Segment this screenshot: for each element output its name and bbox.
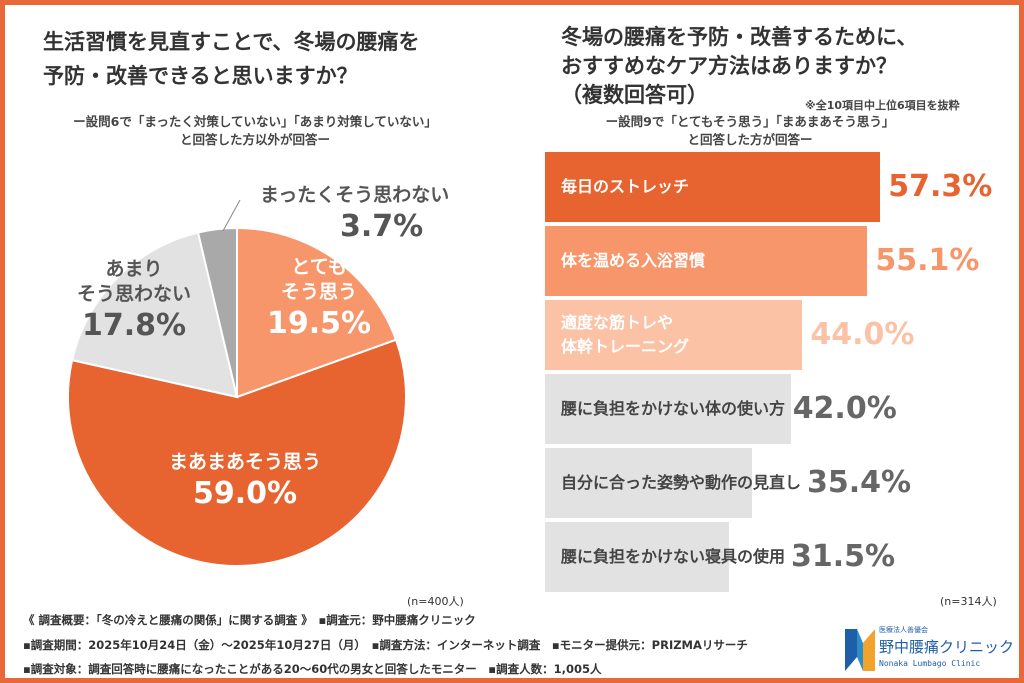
logo-en: Nonaka Lumbago Clinic (879, 659, 981, 668)
bar (545, 152, 881, 222)
logo-name: 野中腰痛クリニック (879, 638, 1015, 656)
right-title-line: おすすめなケア方法はありますか？ (561, 54, 897, 78)
right-note: ※全10項目中上位6項目を抜粋 (805, 99, 960, 112)
right-title: 冬場の腰痛を予防・改善するために、 おすすめなケア方法はありますか？ （複数回答… (561, 23, 917, 110)
left-title-line: 生活習慣を見直すことで、冬場の腰痛を (43, 30, 420, 54)
left-subtitle: ー設問6で「まったく対策していない」「あまり対策していない」 と回答した方以外が… (35, 113, 475, 149)
left-title: 生活習慣を見直すことで、冬場の腰痛を 予防・改善できると思いますか？ (43, 25, 420, 93)
bar-value-label: 35.4% (807, 465, 912, 500)
pie-value-label: 3.7% (340, 209, 424, 244)
pie-label-line: とても (291, 256, 347, 278)
left-sample-size: (n=400人) (407, 595, 464, 608)
logo-small-text: 医療法人善優会 (879, 626, 928, 634)
bar-label-line: 腰に負担をかけない寝具の使用 (561, 547, 786, 566)
bar (545, 374, 791, 444)
right-subtitle-line: と回答した方が回答ー (687, 132, 813, 147)
pie-slice (67, 338, 407, 567)
pie-label-line: あまり (105, 258, 163, 280)
pie-value-label: 17.8% (81, 308, 187, 343)
infographic: 生活習慣を見直すことで、冬場の腰痛を 予防・改善できると思いますか？ ー設問6で… (5, 5, 1019, 678)
right-sample-size: (n=314人) (940, 595, 997, 608)
pie-label-line: そう思う (281, 281, 358, 303)
bar-label-line: 腰に負担をかけない体の使い方 (561, 399, 786, 418)
left-title-line: 予防・改善できると思いますか？ (43, 64, 358, 88)
pie-chart (67, 199, 407, 567)
right-title-line: （複数回答可） (561, 83, 708, 107)
leader-line (222, 199, 241, 232)
pie-slice-label: あまりそう思わない 17.8% (77, 257, 191, 345)
left-subtitle-line: ー設問6で「まったく対策していない」「あまり対策していない」 (73, 114, 437, 129)
pie-slice-label: まったくそう思わない 3.7% (260, 183, 449, 246)
bar (545, 522, 730, 592)
footer-line: ▪調査期間：2025年10月24日（金）～2025年10月27日（月） ▪調査方… (23, 638, 748, 652)
left-subtitle-line: と回答した方以外が回答ー (179, 132, 330, 147)
bar-label: 腰に負担をかけない寝具の使用 (561, 545, 785, 569)
right-subtitle: ー設問9で「とてもそう思う」「まあまあそう思う」 と回答した方が回答ー (545, 113, 955, 149)
bar-value-label: 44.0% (810, 317, 915, 352)
footer-line: 《 調査概要：「冬の冷えと腰痛の関係」に関する調査 》 ▪調査元：野中腰痛クリニ… (23, 613, 476, 627)
bar-value-label: 42.0% (792, 391, 897, 426)
logo-mark-icon (845, 629, 875, 671)
pie-slice-label: とてもそう思う 19.5% (267, 255, 371, 343)
pie-label-line: まったくそう思わない (260, 184, 450, 206)
pie-slice (70, 231, 239, 399)
bar-value-label: 55.1% (875, 243, 980, 278)
bar-value-label: 57.3% (888, 169, 993, 204)
pie-label-line: まあまあそう思う (168, 451, 321, 473)
pie-value-label: 59.0% (192, 476, 298, 511)
right-title-line: 冬場の腰痛を予防・改善するために、 (561, 25, 918, 49)
bar-label: 体を温める入浴習慣 (561, 249, 705, 273)
bar (545, 226, 868, 296)
bar-label-line: 適度な筋トレや (561, 313, 674, 332)
pie-value-label: 19.5% (267, 306, 372, 341)
footer-line: ▪調査対象：調査回答時に腰痛になったことがある20～60代の男女と回答したモニタ… (23, 662, 602, 676)
bar-label-line: 体を温める入浴習慣 (561, 251, 706, 270)
bar-value-label: 31.5% (791, 539, 896, 574)
pie-slice (196, 226, 238, 398)
bar-label: 適度な筋トレや 体幹トレーニング (561, 311, 689, 359)
bar-label: 腰に負担をかけない体の使い方 (561, 397, 785, 421)
bar-label-line: 自分に合った姿勢や動作の見直し (561, 473, 802, 492)
pie-slice (236, 226, 398, 399)
bar-label-line: 体幹トレーニング (561, 337, 690, 356)
bar (545, 448, 753, 518)
bar-label: 毎日のストレッチ (561, 175, 689, 199)
bar-label-line: 毎日のストレッチ (561, 177, 690, 196)
right-subtitle-line: ー設問9で「とてもそう思う」「まあまあそう思う」 (605, 114, 895, 129)
pie-slice-label: まあまあそう思う 59.0% (95, 450, 395, 513)
bar-label: 自分に合った姿勢や動作の見直し (561, 471, 801, 495)
pie-label-line: そう思わない (77, 283, 192, 305)
clinic-logo: 医療法人善優会 野中腰痛クリニック Nonaka Lumbago Clinic (843, 626, 1015, 675)
bar (545, 300, 803, 370)
